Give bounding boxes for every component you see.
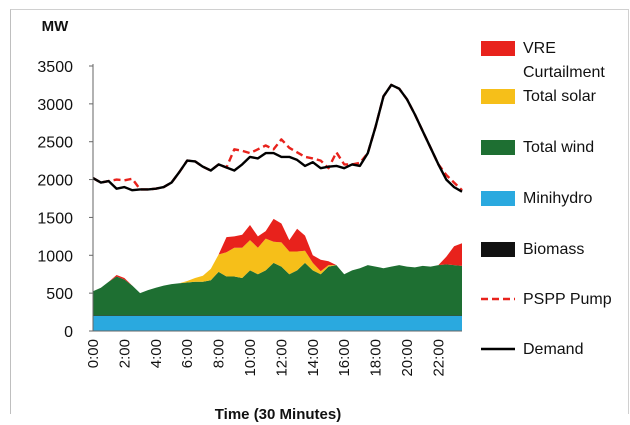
- y-unit-label: MW: [42, 18, 69, 35]
- x-tick-label: 8:00: [211, 339, 228, 368]
- legend-item-minihydro: Minihydro: [481, 190, 592, 207]
- legend-item-pspp-pump: PSPP Pump: [481, 291, 612, 308]
- line-demand: [92, 83, 463, 193]
- legend-swatch: [481, 140, 515, 155]
- legend-swatch: [481, 89, 515, 104]
- x-tick-label: 0:00: [85, 339, 102, 368]
- area-total-wind: [93, 262, 462, 316]
- y-tick-label: 0: [64, 324, 73, 341]
- area-minihydro: [93, 315, 462, 331]
- axes: [92, 64, 462, 332]
- legend-item-total-solar: Total solar: [481, 88, 597, 105]
- legend-label: Total solar: [523, 88, 597, 105]
- y-tick-label: 3500: [37, 59, 73, 76]
- y-tick-label: 3000: [37, 97, 73, 114]
- x-tick-label: 2:00: [116, 339, 133, 368]
- legend-label: PSPP Pump: [523, 291, 612, 308]
- legend-swatch: [481, 41, 515, 56]
- legend-item-total-wind: Total wind: [481, 139, 594, 156]
- legend: VRE Curtailment Total solar Total wind Minih…: [481, 40, 612, 358]
- legend-item-biomass: Biomass: [481, 241, 584, 258]
- line-series: [92, 83, 463, 193]
- x-tick-label: 20:00: [399, 339, 416, 377]
- legend-swatch: [481, 191, 515, 206]
- y-tick-label: 2500: [37, 135, 73, 152]
- y-tick-label: 1000: [37, 248, 73, 265]
- chart-frame: [10, 9, 629, 414]
- y-tick-label: 500: [46, 286, 73, 303]
- y-tick-label: 2000: [37, 173, 73, 190]
- x-tick-label: 6:00: [179, 339, 196, 368]
- y-ticks: 0 500 1000 1500 2000 2500 3000 3500: [37, 59, 93, 341]
- legend-label: VRE Curtailment: [523, 40, 605, 81]
- x-tick-label: 10:00: [242, 339, 259, 377]
- legend-item-demand: Demand: [481, 341, 583, 358]
- legend-swatch: [481, 242, 515, 257]
- stacked-areas: [93, 218, 462, 331]
- legend-label: Total wind: [523, 139, 594, 156]
- legend-item-vre-curtailment: VRE Curtailment: [481, 40, 605, 81]
- legend-label: Biomass: [523, 241, 584, 258]
- x-ticks: 0:00 2:00 4:00 6:00 8:00 10:00 12:00 14:00 16:00…: [85, 339, 447, 377]
- x-tick-label: 18:00: [368, 339, 385, 377]
- x-axis-label: Time (30 Minutes): [215, 406, 341, 423]
- x-tick-label: 14:00: [305, 339, 322, 377]
- area-total-solar: [93, 238, 462, 294]
- x-tick-label: 16:00: [336, 339, 353, 377]
- y-tick-label: 1500: [37, 210, 73, 227]
- legend-label: Minihydro: [523, 190, 592, 207]
- x-tick-label: 4:00: [148, 339, 165, 368]
- area-vre-curtailment: [93, 218, 462, 294]
- x-tick-label: 12:00: [273, 339, 290, 377]
- legend-label: Demand: [523, 341, 583, 358]
- x-tick-label: 22:00: [430, 339, 447, 377]
